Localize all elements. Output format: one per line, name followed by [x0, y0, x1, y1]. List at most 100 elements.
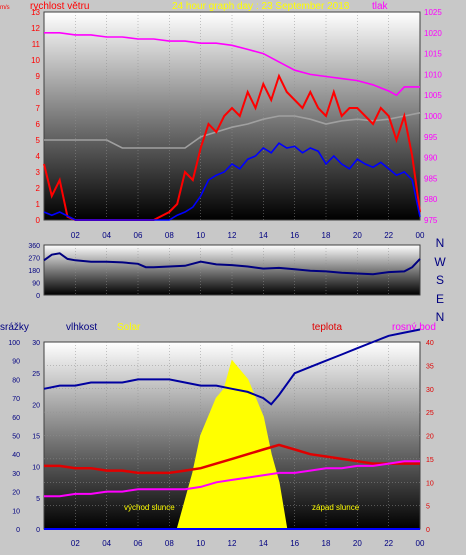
x-tick-label: 00 [416, 231, 425, 240]
x-tick-label: 20 [353, 539, 362, 548]
y-left-label: rychlost větru [30, 1, 89, 12]
pressure-axis-ticks: 975 980 985 990 995 1000 1005 1010 1015 1020 1025 [424, 8, 442, 225]
temp-tick-label: 40 [426, 340, 434, 347]
series-vlhkost-line [43, 328, 421, 406]
x-tick-label: 14 [259, 231, 268, 240]
wind-tick-label: 13 [31, 8, 40, 17]
temp-tick-label: 25 [426, 410, 434, 417]
compass-label: W [434, 255, 446, 269]
rain-tick-label: 20 [12, 490, 20, 497]
humidity-axis-ticks: 0 5 10 15 20 25 30 [32, 340, 40, 534]
x-tick-label: 12 [228, 539, 237, 548]
x-axis-ticks-bottom: 02 04 06 08 10 12 14 16 18 20 22 00 [71, 539, 425, 548]
rain-tick-label: 70 [12, 396, 20, 403]
compass-label: N [436, 310, 445, 324]
series-teplota-line [44, 443, 420, 475]
x-tick-label: 18 [322, 231, 331, 240]
x-tick-label: 06 [134, 539, 143, 548]
x-tick-label: 18 [322, 539, 331, 548]
rain-tick-label: 30 [12, 471, 20, 478]
x-tick-label: 16 [290, 539, 299, 548]
pressure-tick-label: 1015 [424, 50, 442, 59]
temp-tick-label: 5 [426, 504, 430, 511]
x-tick-label: 02 [71, 539, 80, 548]
rain-tick-label: 50 [12, 434, 20, 441]
series-rosný-bod-line [44, 460, 420, 498]
x-tick-label: 22 [384, 231, 393, 240]
rain-tick-label: 40 [12, 452, 20, 459]
wind-tick-label: 12 [31, 24, 40, 33]
direction-series [43, 252, 421, 276]
wind-tick-label: 11 [32, 40, 41, 49]
x-tick-label: 12 [228, 231, 237, 240]
x-tick-label: 10 [196, 231, 205, 240]
rain-tick-label: 80 [12, 377, 20, 384]
chart-title: 24 hour graph day : 23 September 2018 [172, 1, 350, 12]
compass-label: S [436, 273, 444, 287]
series-wind_avg-line [43, 142, 421, 221]
wind-tick-label: 4 [36, 152, 41, 161]
wind-tick-label: 1 [36, 200, 41, 209]
pressure-tick-label: 995 [424, 133, 438, 142]
wind-tick-label: 3 [36, 168, 41, 177]
direction-axis-ticks: 0 90 180 270 360 [28, 243, 40, 300]
wind-tick-label: 9 [36, 72, 41, 81]
series-tlak-line [44, 31, 420, 97]
direction-tick-label: 270 [28, 256, 40, 263]
wind-tick-label: 5 [36, 136, 41, 145]
pressure-tick-label: 985 [424, 174, 438, 183]
x-tick-label: 08 [165, 539, 174, 548]
series-wind_gray-line [44, 112, 421, 149]
humidity-tick-label: 0 [36, 527, 40, 534]
pressure-tick-label: 980 [424, 195, 438, 204]
wind-tick-label: 8 [36, 88, 41, 97]
x-tick-label: 04 [102, 231, 111, 240]
humidity-tick-label: 15 [32, 434, 40, 441]
temp-tick-label: 30 [426, 387, 434, 394]
compass-label: E [436, 292, 444, 306]
direction-tick-label: 360 [28, 243, 40, 250]
x-tick-label: 06 [134, 231, 143, 240]
x-axis-ticks-top: 02 04 06 08 10 12 14 16 18 20 22 00 [71, 231, 425, 240]
wind-tick-label: 7 [36, 104, 41, 113]
x-tick-label: 08 [165, 231, 174, 240]
series-direction-line [43, 252, 421, 276]
pressure-tick-label: 1005 [424, 91, 442, 100]
x-tick-label: 20 [353, 231, 362, 240]
wind-tick-label: 0 [36, 216, 41, 225]
temp-tick-label: 20 [426, 434, 434, 441]
rain-tick-label: 90 [12, 359, 20, 366]
temp-tick-label: 15 [426, 457, 434, 464]
wind-pressure-series [43, 31, 421, 221]
pressure-tick-label: 1010 [424, 70, 442, 79]
direction-tick-label: 0 [36, 293, 40, 300]
label-solar: Solar [117, 322, 141, 333]
wind-tick-label: 10 [31, 56, 40, 65]
y-right-label: tlak [372, 1, 389, 12]
sunrise-annotation: východ slunce [124, 503, 175, 512]
x-tick-label: 14 [259, 539, 268, 548]
temp-tick-label: 10 [426, 480, 434, 487]
humidity-tick-label: 20 [32, 402, 40, 409]
direction-tick-label: 180 [28, 268, 40, 275]
temp-tick-label: 0 [426, 527, 430, 534]
x-tick-label: 04 [102, 539, 111, 548]
pressure-tick-label: 990 [424, 154, 438, 163]
pressure-tick-label: 1000 [424, 112, 442, 121]
label-dewpoint: rosný bod [392, 322, 436, 333]
wind-tick-label: 2 [36, 184, 41, 193]
wind-pressure-plot-area [43, 11, 421, 221]
humidity-tick-label: 25 [32, 371, 40, 378]
rain-tick-label: 0 [16, 527, 20, 534]
x-tick-label: 10 [196, 539, 205, 548]
x-tick-label: 00 [416, 539, 425, 548]
sunset-annotation: západ slunce [312, 503, 360, 512]
rain-tick-label: 100 [8, 340, 20, 347]
humidity-tick-label: 10 [32, 465, 40, 472]
pressure-tick-label: 1020 [424, 29, 442, 38]
humidity-tick-label: 30 [32, 340, 40, 347]
pressure-tick-label: 1025 [424, 8, 442, 17]
series-solar-area [44, 359, 420, 530]
temp-tick-label: 35 [426, 363, 434, 370]
